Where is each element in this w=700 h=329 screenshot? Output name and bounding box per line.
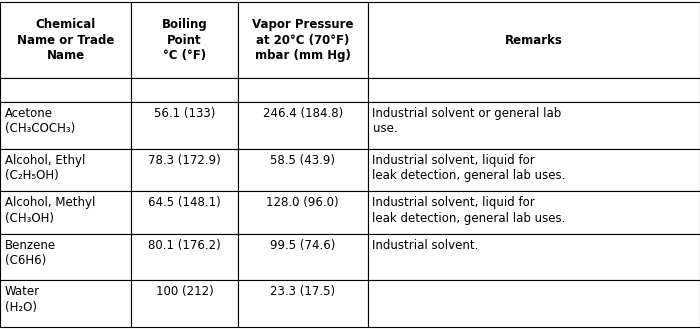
Bar — [368, 191, 700, 234]
Text: Acetone
(CH₃COCH₃): Acetone (CH₃COCH₃) — [5, 107, 76, 135]
Text: 80.1 (176.2): 80.1 (176.2) — [148, 239, 220, 252]
Bar — [368, 102, 700, 149]
Text: Industrial solvent or general lab
use.: Industrial solvent or general lab use. — [372, 107, 561, 135]
Text: Benzene
(C6H6): Benzene (C6H6) — [5, 239, 56, 267]
Bar — [131, 280, 238, 327]
Text: 56.1 (133): 56.1 (133) — [154, 107, 215, 120]
Text: Industrial solvent, liquid for
leak detection, general lab uses.: Industrial solvent, liquid for leak dete… — [372, 196, 566, 225]
Text: Alcohol, Ethyl
(C₂H₅OH): Alcohol, Ethyl (C₂H₅OH) — [5, 154, 85, 182]
Text: 246.4 (184.8): 246.4 (184.8) — [262, 107, 343, 120]
Text: Boiling
Point
°C (°F): Boiling Point °C (°F) — [162, 18, 207, 62]
Bar — [238, 2, 368, 79]
Text: Chemical
Name or Trade
Name: Chemical Name or Trade Name — [17, 18, 114, 62]
Text: Industrial solvent, liquid for
leak detection, general lab uses.: Industrial solvent, liquid for leak dete… — [372, 154, 566, 182]
Bar — [0, 2, 131, 79]
Bar — [238, 102, 368, 149]
Bar — [368, 2, 700, 79]
Bar — [368, 79, 700, 102]
Bar — [368, 234, 700, 280]
Bar — [131, 149, 238, 191]
Text: Alcohol, Methyl
(CH₃OH): Alcohol, Methyl (CH₃OH) — [5, 196, 95, 225]
Bar — [131, 191, 238, 234]
Bar — [238, 191, 368, 234]
Bar — [238, 79, 368, 102]
Bar — [0, 149, 131, 191]
Text: 64.5 (148.1): 64.5 (148.1) — [148, 196, 220, 209]
Bar — [131, 79, 238, 102]
Bar — [131, 234, 238, 280]
Bar — [0, 102, 131, 149]
Text: 23.3 (17.5): 23.3 (17.5) — [270, 285, 335, 298]
Text: Vapor Pressure
at 20°C (70°F)
mbar (mm Hg): Vapor Pressure at 20°C (70°F) mbar (mm H… — [252, 18, 354, 62]
Text: 100 (212): 100 (212) — [155, 285, 214, 298]
Text: 128.0 (96.0): 128.0 (96.0) — [267, 196, 339, 209]
Text: Remarks: Remarks — [505, 34, 563, 47]
Bar — [368, 280, 700, 327]
Bar — [238, 149, 368, 191]
Bar — [0, 191, 131, 234]
Bar — [0, 234, 131, 280]
Bar — [0, 79, 131, 102]
Bar — [131, 102, 238, 149]
Text: 58.5 (43.9): 58.5 (43.9) — [270, 154, 335, 166]
Bar — [368, 149, 700, 191]
Bar — [131, 2, 238, 79]
Text: Water
(H₂O): Water (H₂O) — [5, 285, 40, 314]
Bar — [238, 234, 368, 280]
Bar — [0, 280, 131, 327]
Text: 78.3 (172.9): 78.3 (172.9) — [148, 154, 220, 166]
Bar — [238, 280, 368, 327]
Text: Industrial solvent.: Industrial solvent. — [372, 239, 479, 252]
Text: 99.5 (74.6): 99.5 (74.6) — [270, 239, 335, 252]
